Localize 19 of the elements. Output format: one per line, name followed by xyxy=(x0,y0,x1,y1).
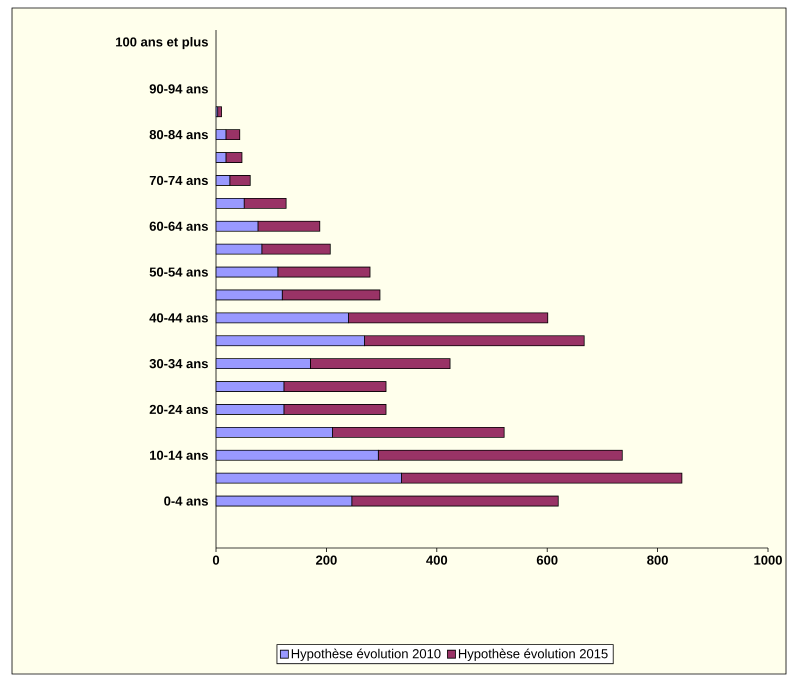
y-tick-label: 10-14 ans xyxy=(150,450,208,460)
x-tick-label: 200 xyxy=(316,556,337,565)
y-tick-label: 80-84 ans xyxy=(150,130,208,140)
y-tick-label: 0-4 ans xyxy=(164,496,208,506)
y-tick-label: 20-24 ans xyxy=(150,404,208,414)
x-tick-label: 1000 xyxy=(754,556,782,565)
legend-label: Hypothèse évolution 2015 xyxy=(458,648,608,661)
x-tick-label: 800 xyxy=(647,556,668,565)
x-tick-label: 600 xyxy=(536,556,558,565)
x-tick-label: 400 xyxy=(426,556,448,565)
y-tick-label: 30-34 ans xyxy=(150,359,208,368)
y-tick-label: 70-74 ans xyxy=(150,176,208,186)
x-tick-label: 0 xyxy=(212,556,220,565)
y-tick-label: 50-54 ans xyxy=(150,267,208,277)
y-tick-label: 40-44 ans xyxy=(149,313,208,322)
y-tick-label: 100 ans et plus xyxy=(116,36,208,50)
y-tick-label: 90-94 ans xyxy=(150,84,208,94)
y-tick-label: 60-64 ans xyxy=(150,222,208,231)
legend-label: Hypothèse évolution 2010 xyxy=(292,648,441,661)
